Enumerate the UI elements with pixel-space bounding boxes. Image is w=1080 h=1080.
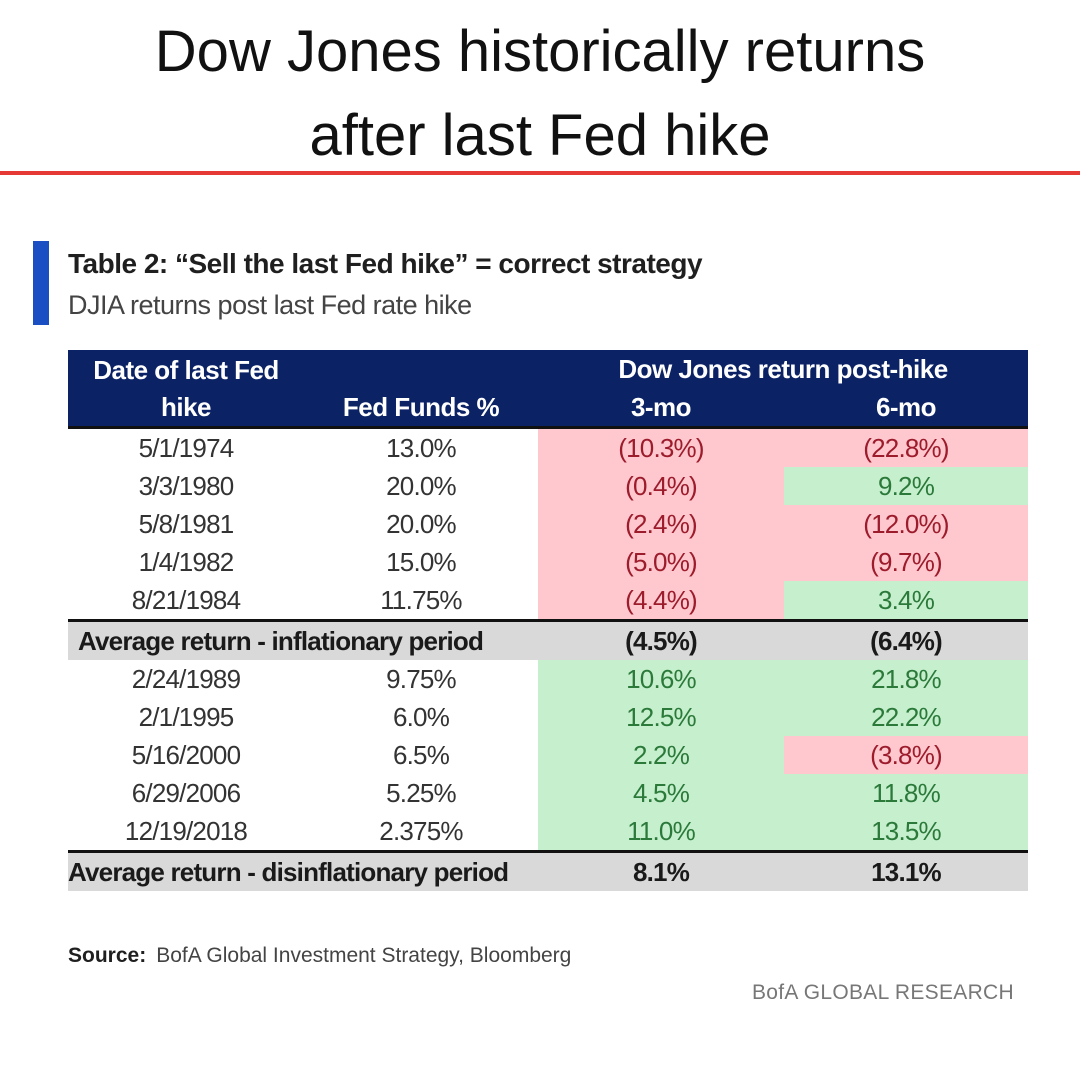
date-cell: 5/1/1974 (138, 432, 235, 463)
inflationary-rows: 5/1/1974 13.0% (10.3%) (22.8%) 3/3/1980 20.0%… (68, 427, 1029, 621)
disinflationary-average-row: Average return - disinflationary period … (68, 851, 1029, 891)
header-3mo: 3-mo (538, 388, 784, 428)
table-row: 3/3/1980 20.0% (0.4%) 9.2% (68, 467, 1029, 505)
date-cell: 6/29/2006 (131, 777, 241, 808)
table-row: 2/24/1989 9.75% 10.6% 21.8% (68, 660, 1029, 698)
return-3mo-cell: (10.3%) (538, 427, 784, 467)
return-6mo-cell: 21.8% (784, 660, 1029, 698)
return-6mo-cell: (22.8%) (784, 427, 1029, 467)
average-3mo: 8.1% (538, 851, 784, 891)
fed-funds-cell: 20.0% (386, 508, 457, 539)
brand-footer: BofA GLOBAL RESEARCH (752, 981, 1014, 1004)
fed-funds-cell: 5.25% (386, 777, 457, 808)
return-6mo-cell: (9.7%) (784, 543, 1029, 581)
fed-funds-cell: 9.75% (386, 663, 457, 694)
header-row-group: Date of last Fed hike Fed Funds % Dow Jo… (68, 350, 1029, 428)
table-row: 5/1/1974 13.0% (10.3%) (22.8%) (68, 427, 1029, 467)
date-cell: 2/24/1989 (131, 663, 241, 694)
table-row: 1/4/1982 15.0% (5.0%) (9.7%) (68, 543, 1029, 581)
return-3mo-cell: (2.4%) (538, 505, 784, 543)
headline-divider (0, 171, 1080, 175)
source-label: Source: (68, 944, 147, 967)
table-row: 5/16/2000 6.5% 2.2% (3.8%) (68, 736, 1029, 774)
header-group-return: Dow Jones return post-hike (538, 350, 1029, 388)
headline-line-1: Dow Jones historically returns (154, 19, 926, 84)
date-cell: 5/16/2000 (131, 739, 241, 770)
table-row: 2/1/1995 6.0% 12.5% 22.2% (68, 698, 1029, 736)
return-6mo-cell: 13.5% (784, 812, 1029, 852)
table-title: Table 2: “Sell the last Fed hike” = corr… (68, 248, 703, 279)
return-6mo-cell: (3.8%) (784, 736, 1029, 774)
source-note: Source: BofA Global Investment Strategy, … (68, 944, 571, 968)
return-3mo-cell: (4.4%) (538, 581, 784, 621)
fed-funds-cell: 6.0% (392, 701, 450, 732)
average-6mo: 13.1% (784, 851, 1029, 891)
table-row: 12/19/2018 2.375% 11.0% 13.5% (68, 812, 1029, 852)
disinflationary-rows: 2/24/1989 9.75% 10.6% 21.8% 2/1/1995 6.0% 12.5… (68, 660, 1029, 852)
return-6mo-cell: 11.8% (784, 774, 1029, 812)
header-fed-funds: Fed Funds % (304, 350, 538, 428)
header-row-periods: 3-mo 6-mo (68, 388, 1029, 428)
fed-funds-cell: 2.375% (379, 815, 463, 846)
title-accent-bar (33, 241, 49, 325)
return-3mo-cell: 10.6% (538, 660, 784, 698)
table-subtitle: DJIA returns post last Fed rate hike (68, 290, 472, 320)
return-6mo-cell: 3.4% (784, 581, 1029, 621)
return-6mo-cell: 22.2% (784, 698, 1029, 736)
source-text: BofA Global Investment Strategy, Bloombe… (156, 944, 572, 967)
date-cell: 1/4/1982 (138, 546, 235, 577)
average-label: Average return - inflationary period (68, 620, 538, 660)
table-row: 8/21/1984 11.75% (4.4%) 3.4% (68, 581, 1029, 621)
return-3mo-cell: 12.5% (538, 698, 784, 736)
inflationary-average-row: Average return - inflationary period (4.… (68, 620, 1029, 660)
return-3mo-cell: (0.4%) (538, 467, 784, 505)
table-row: 5/8/1981 20.0% (2.4%) (12.0%) (68, 505, 1029, 543)
return-6mo-cell: 9.2% (784, 467, 1029, 505)
return-6mo-cell: (12.0%) (784, 505, 1029, 543)
fed-funds-cell: 13.0% (386, 432, 457, 463)
headline-line-2: after last Fed hike (309, 103, 771, 168)
average-6mo: (6.4%) (784, 620, 1029, 660)
headline: Dow Jones historically returns after las… (0, 10, 1080, 178)
fed-funds-cell: 15.0% (386, 546, 457, 577)
date-cell: 8/21/1984 (131, 584, 241, 615)
average-label: Average return - disinflationary period (68, 851, 538, 891)
returns-table: Date of last Fed hike Fed Funds % Dow Jo… (68, 350, 1029, 891)
return-3mo-cell: 11.0% (538, 812, 784, 852)
header-6mo: 6-mo (784, 388, 1029, 428)
table-row: 6/29/2006 5.25% 4.5% 11.8% (68, 774, 1029, 812)
fed-funds-cell: 11.75% (380, 584, 462, 615)
fed-funds-cell: 20.0% (386, 470, 457, 501)
average-3mo: (4.5%) (538, 620, 784, 660)
date-cell: 12/19/2018 (124, 815, 248, 846)
fed-funds-cell: 6.5% (392, 739, 450, 770)
return-3mo-cell: 4.5% (538, 774, 784, 812)
header-date: Date of last Fed hike (68, 350, 304, 428)
return-3mo-cell: 2.2% (538, 736, 784, 774)
date-cell: 5/8/1981 (138, 508, 235, 539)
return-3mo-cell: (5.0%) (538, 543, 784, 581)
date-cell: 2/1/1995 (138, 701, 235, 732)
date-cell: 3/3/1980 (138, 470, 235, 501)
